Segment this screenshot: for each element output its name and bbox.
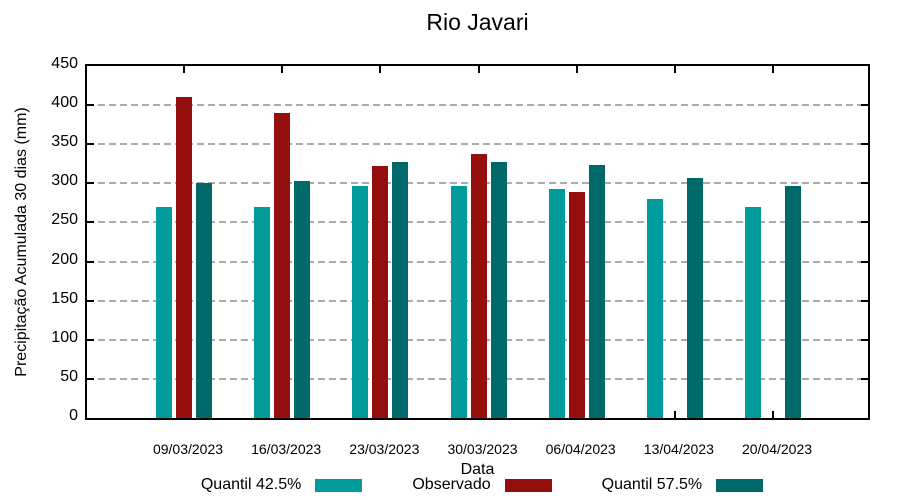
y-axis-tick-label: 300: [51, 172, 78, 190]
x-tick-mark: [772, 66, 775, 73]
bar: [646, 198, 663, 418]
bar: [196, 183, 212, 418]
y-tick-mark: [87, 221, 94, 224]
x-tick-mark: [772, 411, 775, 418]
y-tick-mark: [87, 104, 94, 107]
y-tick-mark: [87, 143, 94, 146]
x-axis-tick-label: 23/03/2023: [349, 441, 420, 457]
bar: [568, 191, 585, 418]
chart-title: Rio Javari: [426, 9, 529, 35]
legend: Quantil 42.5% Observado Quantil 57.5%: [64, 476, 900, 494]
y-tick-mark: [861, 377, 868, 380]
plot-inner: [87, 66, 868, 418]
x-axis-tick-label: 20/04/2023: [741, 441, 813, 457]
gridline: [87, 143, 868, 146]
y-tick-mark: [861, 104, 868, 107]
bar: [450, 185, 467, 418]
x-axis-tick-label: 13/04/2023: [643, 441, 714, 457]
y-axis-tick-label: 400: [51, 94, 78, 112]
bar: [745, 206, 762, 418]
bar: [785, 186, 802, 418]
bar: [548, 188, 565, 418]
x-tick-mark: [575, 66, 578, 73]
x-axis-tick-label: 09/03/2023: [152, 441, 224, 457]
x-axis-tick-label: 30/03/2023: [447, 441, 518, 457]
bar: [588, 164, 605, 418]
x-tick-mark: [477, 66, 480, 73]
bar: [156, 206, 172, 418]
bar: [490, 162, 507, 418]
y-tick-mark: [861, 260, 868, 263]
x-axis-tick-label: 16/03/2023: [251, 441, 322, 457]
plot-area: [85, 64, 870, 420]
x-axis-tick-label: 06/04/2023: [545, 441, 616, 457]
y-tick-mark: [87, 377, 94, 380]
legend-label: Observado: [412, 476, 491, 493]
x-tick-mark: [281, 66, 284, 73]
y-axis-tick-label: 50: [60, 367, 78, 385]
legend-swatch: [315, 478, 363, 492]
bar: [176, 97, 192, 418]
y-axis-tick-label: 150: [51, 289, 78, 307]
y-axis-tick-label: 0: [69, 407, 78, 424]
x-tick-mark: [673, 411, 676, 418]
x-axis-title: Data: [460, 461, 495, 478]
y-tick-mark: [87, 260, 94, 263]
y-tick-mark: [861, 299, 868, 302]
y-tick-mark: [861, 338, 868, 341]
y-tick-mark: [87, 182, 94, 185]
bar: [254, 206, 271, 418]
x-tick-mark: [379, 66, 382, 73]
legend-swatch: [504, 478, 552, 492]
legend-item: Quantil 57.5%: [602, 476, 764, 494]
bar: [686, 177, 703, 418]
y-axis-tick-label: 200: [51, 250, 78, 268]
y-tick-mark: [87, 299, 94, 302]
legend-label: Quantil 57.5%: [601, 476, 703, 493]
legend-item: Observado: [412, 476, 552, 494]
legend-swatch: [716, 478, 764, 492]
legend-label: Quantil 42.5%: [200, 476, 302, 493]
bar: [372, 166, 389, 418]
y-tick-mark: [87, 338, 94, 341]
bar: [392, 162, 409, 418]
bar: [274, 112, 291, 418]
bar: [352, 185, 369, 418]
x-tick-mark: [673, 66, 676, 73]
y-axis-tick-label: 450: [51, 55, 78, 72]
y-tick-mark: [861, 182, 868, 185]
y-tick-mark: [861, 143, 868, 146]
legend-item: Quantil 42.5%: [201, 476, 363, 494]
gridline: [87, 104, 868, 107]
bar: [470, 153, 487, 418]
x-tick-mark: [183, 66, 185, 73]
y-axis-tick-label: 100: [51, 328, 78, 346]
y-axis-tick-label: 250: [51, 211, 78, 229]
y-tick-mark: [861, 221, 868, 224]
y-axis-tick-label: 350: [51, 133, 78, 151]
bar: [294, 181, 311, 418]
